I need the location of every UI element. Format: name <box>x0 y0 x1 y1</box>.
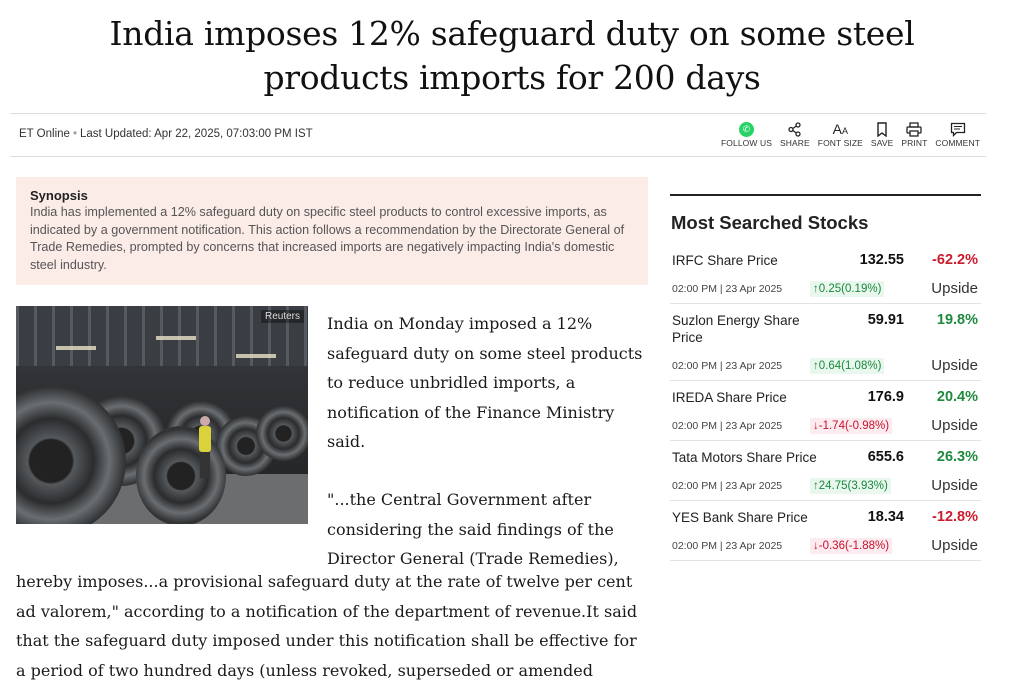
stock-return: 26.3% <box>936 449 978 465</box>
stock-time: 02:00 PM | 23 Apr 2025 <box>672 282 783 295</box>
share-icon <box>787 120 802 138</box>
tool-label: COMMENT <box>935 138 980 148</box>
widget-title: Most Searched Stocks <box>671 212 869 233</box>
bookmark-icon <box>876 120 888 138</box>
tool-label: SAVE <box>870 138 894 148</box>
article-paragraph: India on Monday imposed a 12% safeguard … <box>327 314 643 451</box>
byline-separator: • <box>72 128 77 140</box>
stock-label: Upside <box>931 280 978 297</box>
tool-label: FONT SIZE <box>817 138 863 148</box>
stock-return: 20.4% <box>936 389 978 405</box>
stock-label: Upside <box>931 477 978 494</box>
stock-change: ↓-0.36(-1.88%) <box>810 537 893 554</box>
stock-time: 02:00 PM | 23 Apr 2025 <box>672 359 783 372</box>
stock-price: 59.91 <box>867 312 904 328</box>
stock-name[interactable]: YES Bank Share Price <box>672 510 808 525</box>
article-meta-bar: ET Online • Last Updated: Apr 22, 2025, 07… <box>10 113 986 157</box>
article-headline: India imposes 12% safeguard duty on some… <box>109 14 915 97</box>
stock-label: Upside <box>931 357 978 374</box>
byline-updated: Last Updated: Apr 22, 2025, 07:03:00 PM … <box>79 128 313 140</box>
stock-row[interactable]: Tata Motors Share Price 655.6 26.3% 02:0… <box>670 441 981 501</box>
print-button[interactable]: PRINT <box>901 120 927 148</box>
stock-price: 176.9 <box>867 389 904 405</box>
stock-price: 132.55 <box>859 252 904 268</box>
stock-return: -62.2% <box>932 252 978 268</box>
synopsis-text: India has implemented a 12% safeguard du… <box>30 205 625 272</box>
comment-icon <box>950 120 966 138</box>
stock-name[interactable]: Tata Motors Share Price <box>672 450 817 465</box>
stock-label: Upside <box>931 537 978 554</box>
stock-label: Upside <box>931 417 978 434</box>
stock-change: ↑0.64(1.08%) <box>810 357 885 374</box>
byline-source[interactable]: ET Online <box>19 128 70 140</box>
stock-time: 02:00 PM | 23 Apr 2025 <box>672 539 783 552</box>
stock-row[interactable]: Suzlon Energy Share Price 59.91 19.8% 02… <box>670 304 981 381</box>
stock-time: 02:00 PM | 23 Apr 2025 <box>672 479 783 492</box>
stock-return: 19.8% <box>936 312 978 328</box>
article-paragraph: hereby imposes...a provisional safeguard… <box>16 572 638 680</box>
stock-change: ↓-1.74(-0.98%) <box>810 417 893 434</box>
stock-price: 655.6 <box>867 449 904 465</box>
tool-label: PRINT <box>901 138 928 148</box>
stock-row[interactable]: YES Bank Share Price 18.34 -12.8% 02:00 … <box>670 501 981 561</box>
stock-change: ↑24.75(3.93%) <box>810 477 891 494</box>
comment-button[interactable]: COMMENT <box>935 120 980 148</box>
byline: ET Online • Last Updated: Apr 22, 2025, 07… <box>19 128 313 140</box>
follow-us-button[interactable]: ✆ FOLLOW US <box>721 120 772 148</box>
synopsis-box: Synopsis India has implemented a 12% saf… <box>16 177 648 285</box>
stock-name[interactable]: Suzlon Energy Share Price <box>672 313 800 345</box>
stock-name[interactable]: IREDA Share Price <box>672 390 787 405</box>
tool-label: SHARE <box>779 138 810 148</box>
image-credit: Reuters <box>260 310 304 323</box>
whatsapp-icon: ✆ <box>739 121 754 137</box>
save-button[interactable]: SAVE <box>871 120 893 148</box>
stock-return: -12.8% <box>932 509 978 525</box>
article-image[interactable]: Reuters <box>16 306 308 524</box>
stock-row[interactable]: IREDA Share Price 176.9 20.4% 02:00 PM |… <box>670 381 981 441</box>
share-button[interactable]: SHARE <box>780 120 810 148</box>
stock-change: ↑0.25(0.19%) <box>810 280 885 297</box>
synopsis-title: Synopsis <box>30 188 88 203</box>
stock-name[interactable]: IRFC Share Price <box>672 253 778 268</box>
article-paragraph: "...the Central Government after conside… <box>327 490 619 568</box>
stock-price: 18.34 <box>867 509 904 525</box>
stock-row[interactable]: IRFC Share Price 132.55 -62.2% 02:00 PM … <box>670 244 981 304</box>
most-searched-stocks-widget: Most Searched Stocks IRFC Share Price 13… <box>670 194 981 561</box>
stock-time: 02:00 PM | 23 Apr 2025 <box>672 419 783 432</box>
tool-label: FOLLOW US <box>721 138 772 148</box>
print-icon <box>906 120 923 138</box>
